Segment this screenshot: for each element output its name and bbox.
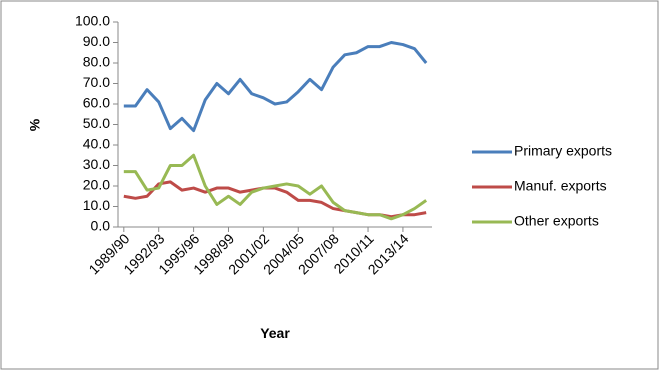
y-tick-label: 30.0: [83, 156, 110, 172]
legend-label: Other exports: [514, 213, 599, 229]
y-tick-label: 20.0: [83, 177, 110, 193]
data-line: [123, 153, 428, 221]
y-tick-label: 70.0: [83, 74, 110, 90]
legend-label: Primary exports: [514, 143, 612, 159]
y-axis-title: %: [27, 118, 43, 131]
y-tick-label: 60.0: [83, 95, 110, 111]
legend-label: Manuf. exports: [514, 178, 607, 194]
y-tick-label: 10.0: [83, 197, 110, 213]
y-tick-label: 50.0: [83, 115, 110, 131]
y-tick-label: 40.0: [83, 136, 110, 152]
y-tick-label: 0.0: [91, 218, 111, 234]
data-line: [123, 41, 428, 133]
y-tick-label: 100.0: [75, 13, 110, 29]
y-tick-label: 90.0: [83, 33, 110, 49]
x-axis-title: Year: [260, 325, 290, 341]
y-tick-label: 80.0: [83, 54, 110, 70]
